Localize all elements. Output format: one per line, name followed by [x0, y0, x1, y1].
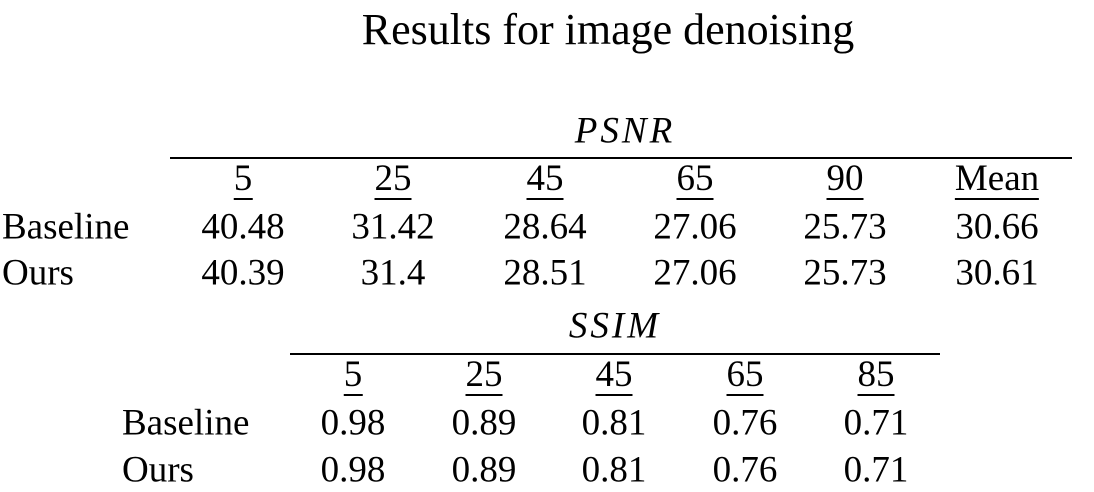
cell: 0.89 — [451, 449, 517, 491]
cell: 40.48 — [201, 206, 285, 248]
column-header: 25 — [374, 158, 412, 200]
cell: 25.73 — [803, 206, 887, 248]
cell: 27.06 — [653, 252, 737, 294]
cell: 0.89 — [451, 402, 517, 444]
column-header: 65 — [676, 158, 714, 200]
cell: 0.71 — [843, 449, 909, 491]
cell: 30.66 — [955, 206, 1039, 248]
column-header: 45 — [595, 354, 633, 396]
column-header: 5 — [233, 158, 253, 200]
cell: 0.81 — [581, 449, 647, 491]
cell: 25.73 — [803, 252, 887, 294]
cell: 0.81 — [581, 402, 647, 444]
cell: 28.64 — [503, 206, 587, 248]
column-header: 25 — [465, 354, 503, 396]
cell: 0.76 — [712, 402, 778, 444]
column-header: 90 — [826, 158, 864, 200]
row-label: Baseline — [2, 206, 130, 248]
cell: 31.4 — [360, 252, 426, 294]
row-label: Ours — [122, 449, 194, 491]
title: Results for image denoising — [361, 5, 855, 54]
cell: 0.98 — [320, 402, 386, 444]
cell: 28.51 — [503, 252, 587, 294]
cell: 40.39 — [201, 252, 285, 294]
cell: 0.76 — [712, 449, 778, 491]
column-header: 85 — [857, 354, 895, 396]
column-header: 5 — [343, 354, 363, 396]
cell: 0.71 — [843, 402, 909, 444]
column-header: 45 — [526, 158, 564, 200]
metric-header: PSNR — [574, 110, 676, 152]
column-header: Mean — [954, 158, 1040, 200]
metric-header: SSIM — [568, 305, 662, 347]
column-header: 65 — [726, 354, 764, 396]
cell: 31.42 — [351, 206, 435, 248]
cell: 30.61 — [955, 252, 1039, 294]
row-label: Ours — [2, 252, 74, 294]
cell: 0.98 — [320, 449, 386, 491]
cell: 27.06 — [653, 206, 737, 248]
row-label: Baseline — [122, 402, 250, 444]
